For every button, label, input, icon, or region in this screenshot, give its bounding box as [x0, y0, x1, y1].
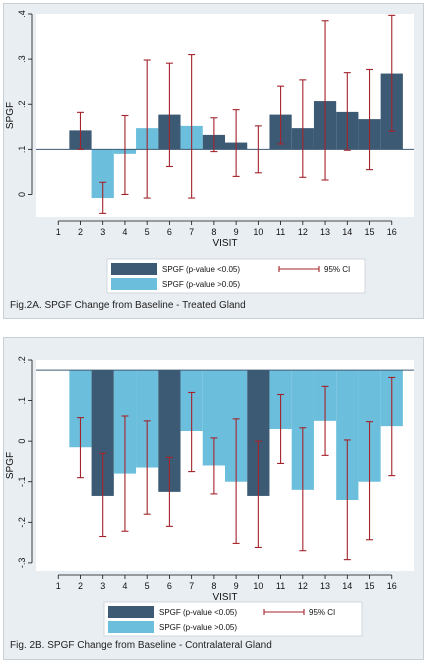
chart-b-y-tick-label: -.2 — [17, 517, 27, 528]
chart-b-x-label: VISIT — [212, 592, 237, 603]
chart-b-title: Fig. 2B. SPGF Change from Baseline - Con… — [10, 640, 272, 651]
chart-b-x-tick-label: 10 — [253, 581, 263, 591]
chart-b-x-tick-label: 5 — [145, 581, 150, 591]
chart-a-x-tick-label: 10 — [253, 227, 263, 237]
chart-b-legend-label: SPGF (p-value >0.05) — [159, 623, 237, 632]
chart-b-x-tick-label: 13 — [320, 581, 330, 591]
chart-b-x-tick-label: 14 — [342, 581, 352, 591]
chart-b-y-tick-label: -.3 — [17, 558, 27, 569]
chart-b-bar — [336, 370, 359, 500]
chart-b-y-tick-label: -.1 — [17, 476, 27, 487]
chart-b-x-tick-label: 1 — [56, 581, 61, 591]
chart-a-y-label: SPGF — [5, 102, 16, 129]
chart-a-y-tick-label: .1 — [17, 146, 27, 154]
chart-a-x-tick-label: 7 — [189, 227, 194, 237]
chart-a-x-tick-label: 15 — [365, 227, 375, 237]
chart-a-legend-label: SPGF (p-value <0.05) — [162, 265, 240, 274]
chart-a-title: Fig.2A. SPGF Change from Baseline - Trea… — [10, 300, 246, 311]
chart-a-x-tick-label: 4 — [122, 227, 127, 237]
chart-b-legend-label: SPGF (p-value <0.05) — [159, 608, 237, 617]
chart-b-x-tick-label: 4 — [122, 581, 127, 591]
chart-a-x-tick-label: 13 — [320, 227, 330, 237]
chart-b-y-tick-label: 0 — [17, 439, 27, 444]
chart-a-x-tick-label: 11 — [276, 227, 285, 237]
chart-a-x-tick-label: 2 — [78, 227, 83, 237]
chart-b-x-tick-label: 9 — [234, 581, 239, 591]
chart-panel-b: -.3 -.2 -.1 0.1.2 SPGF 1 2 3 4 5 6 7 8 9 10 11 12 13 14 15 1… — [3, 337, 424, 660]
chart-a-legend-swatch — [111, 263, 157, 275]
chart-b-x-tick-label: 11 — [276, 581, 285, 591]
chart-a-y-tick-label: .2 — [17, 100, 27, 108]
chart-b-bar — [202, 370, 225, 466]
chart-b-x-tick-label: 16 — [387, 581, 397, 591]
chart-a-legend-ci-label: 95% CI — [324, 265, 350, 274]
chart-b-bar — [158, 370, 181, 492]
chart-panel-a: 0.1.2.3.4 SPGF 1 2 3 4 5 6 7 8 9 10 11 12 13 14 15 16 VISI… — [3, 3, 424, 319]
chart-b-x-tick-label: 6 — [167, 581, 172, 591]
chart-a-x-tick-label: 6 — [167, 227, 172, 237]
chart-a-x-tick-label: 8 — [211, 227, 216, 237]
chart-a-x-tick-label: 5 — [145, 227, 150, 237]
chart-b-x-tick-label: 15 — [365, 581, 375, 591]
chart-b-bar — [247, 370, 270, 496]
chart-b-bar — [91, 370, 114, 496]
chart-a-bar — [91, 149, 114, 199]
chart-b-x-tick-label: 8 — [211, 581, 216, 591]
chart-a-x-tick-label: 3 — [100, 227, 105, 237]
chart-a-y-tick-label: 0 — [17, 192, 27, 197]
chart-b-bar — [69, 370, 92, 448]
chart-b-x-tick-label: 12 — [298, 581, 308, 591]
chart-b-legend-ci-label: 95% CI — [309, 608, 335, 617]
chart-a-legend-swatch — [111, 278, 157, 290]
chart-b-y-tick-label: .1 — [17, 397, 27, 405]
chart-b-legend-swatch — [108, 606, 154, 618]
chart-a-x-tick-label: 9 — [234, 227, 239, 237]
chart-b-x-tick-label: 3 — [100, 581, 105, 591]
chart-a-x-tick-label: 14 — [342, 227, 352, 237]
chart-b-y-tick-label: .2 — [17, 356, 27, 364]
chart-b-bar — [136, 370, 159, 468]
chart-b-y-label: SPGF — [5, 452, 16, 479]
chart-a-y-tick-label: .4 — [17, 10, 27, 18]
chart-a-y-tick-label: .3 — [17, 55, 27, 63]
chart-b-x-tick-label: 2 — [78, 581, 83, 591]
chart-a-x-tick-label: 16 — [387, 227, 397, 237]
chart-a-x-label: VISIT — [212, 238, 237, 249]
chart-a-x-tick-label: 1 — [56, 227, 61, 237]
chart-a-x-tick-label: 12 — [298, 227, 308, 237]
chart-b-legend-swatch — [108, 621, 154, 633]
chart-a-legend-label: SPGF (p-value >0.05) — [162, 280, 240, 289]
chart-b-x-tick-label: 7 — [189, 581, 194, 591]
